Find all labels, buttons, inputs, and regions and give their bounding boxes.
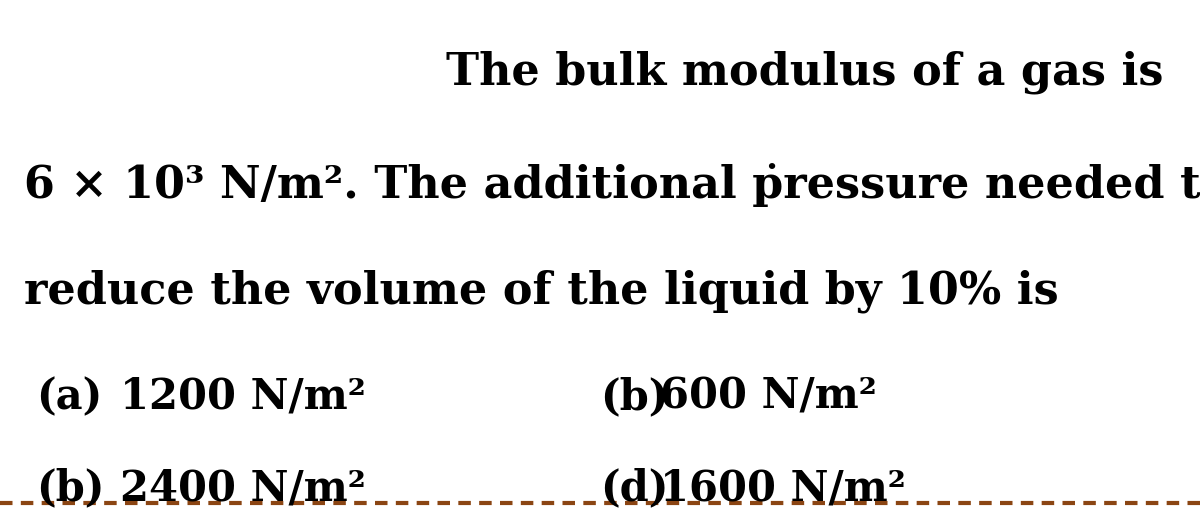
Text: 2400 N/m²: 2400 N/m² [120,467,366,508]
Text: 6 × 10³ N/m². The additional ṗressure needed to: 6 × 10³ N/m². The additional ṗressure n… [24,163,1200,207]
Text: 1600 N/m²: 1600 N/m² [660,467,906,508]
Text: 600 N/m²: 600 N/m² [660,376,877,418]
Text: reduce the volume of the liquid by 10% is: reduce the volume of the liquid by 10% i… [24,269,1058,313]
Text: (a): (a) [36,376,102,418]
Text: (d): (d) [600,467,668,508]
Text: The bulk modulus of a gas is: The bulk modulus of a gas is [446,51,1164,94]
Text: (b): (b) [600,376,668,418]
Text: 1200 N/m²: 1200 N/m² [120,376,366,418]
Text: (b): (b) [36,467,104,508]
